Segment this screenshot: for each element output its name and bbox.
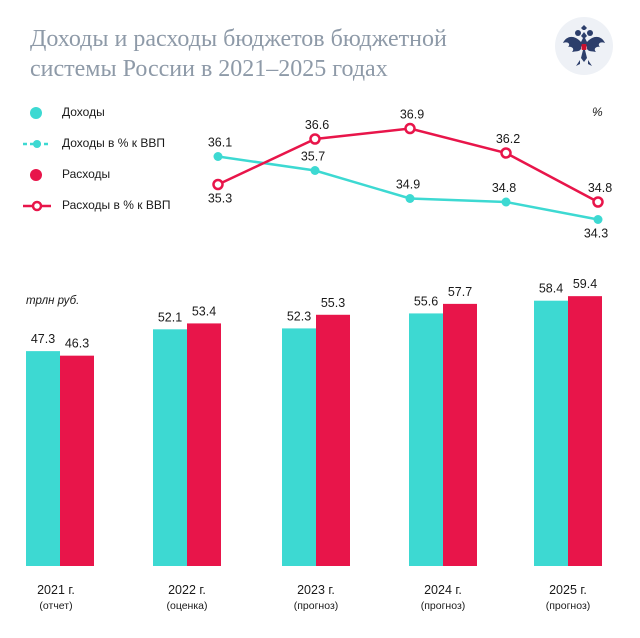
legend-line-ring-icon <box>23 200 51 212</box>
legend-label: Расходы в % к ВВП <box>62 198 171 212</box>
bar-expenses <box>316 314 350 566</box>
bar-revenue <box>282 328 316 566</box>
x-category-label: 2024 г. <box>424 583 462 597</box>
revenue-gdp-value-label: 35.7 <box>301 150 325 164</box>
bar-revenue <box>534 300 568 566</box>
bar-expenses-value-label: 53.4 <box>192 304 216 318</box>
budget-bar-chart: трлн руб. 47.3 46.3 2021 г. (отчет) 52.1 53.4 2… <box>26 277 602 612</box>
revenue-gdp-point <box>213 152 223 161</box>
legend-item-expenses-gdp: Расходы в % к ВВП <box>22 195 212 217</box>
legend-circle-icon <box>30 107 42 119</box>
x-category-sublabel: (прогноз) <box>546 600 591 612</box>
bar-expenses-value-label: 55.3 <box>321 296 345 310</box>
revenue-gdp-value-label: 34.8 <box>492 181 516 195</box>
chart-title: Доходы и расходы бюджетов бюджетной сист… <box>30 26 447 82</box>
bar-unit-label: трлн руб. <box>26 295 79 307</box>
x-category-sublabel: (прогноз) <box>294 600 339 612</box>
x-category-label: 2025 г. <box>549 583 587 597</box>
line-unit-label: % <box>592 105 603 119</box>
revenue-gdp-value-label: 36.1 <box>208 136 232 150</box>
bar-revenue <box>409 313 443 566</box>
expenses-gdp-point <box>404 122 416 135</box>
bar-revenue-value-label: 52.3 <box>287 309 311 323</box>
x-category-label: 2023 г. <box>297 583 335 597</box>
expenses-gdp-value-label: 35.3 <box>208 192 232 206</box>
revenue-gdp-point <box>405 194 415 203</box>
coat-of-arms-icon <box>555 17 613 75</box>
x-category-label: 2022 г. <box>168 583 206 597</box>
legend-circle-icon <box>30 169 42 181</box>
gdp-share-line-chart: % 36.1 35.7 34.9 34.8 34.3 35.3 36.6 36.9 36.2 34.… <box>208 105 612 241</box>
bar-expenses <box>443 303 477 566</box>
bar-revenue-value-label: 47.3 <box>31 332 55 346</box>
legend-label: Доходы в % к ВВП <box>62 136 165 150</box>
expenses-gdp-point <box>309 133 321 145</box>
legend-item-expenses: Расходы <box>22 164 212 186</box>
bar-expenses-value-label: 57.7 <box>448 285 472 299</box>
expenses-gdp-point <box>500 147 512 159</box>
bar-revenue <box>153 329 187 566</box>
bar-revenue <box>26 351 60 566</box>
bar-revenue-value-label: 52.1 <box>158 310 182 324</box>
legend-dashed-line-icon <box>23 140 51 148</box>
legend-item-revenue-gdp: Доходы в % к ВВП <box>22 133 212 155</box>
revenue-gdp-point <box>593 215 603 224</box>
expenses-gdp-value-label: 36.6 <box>305 118 329 132</box>
revenue-gdp-value-label: 34.3 <box>584 227 608 241</box>
bar-expenses <box>60 355 94 566</box>
legend-item-revenue: Доходы <box>22 102 212 124</box>
expenses-gdp-point <box>212 178 224 191</box>
expenses-gdp-value-label: 36.9 <box>400 108 424 122</box>
expenses-gdp-value-label: 34.8 <box>588 181 612 195</box>
bar-revenue-value-label: 58.4 <box>539 282 563 296</box>
x-category-label: 2021 г. <box>37 583 75 597</box>
bar-expenses-value-label: 59.4 <box>573 277 597 291</box>
x-category-sublabel: (прогноз) <box>421 600 466 612</box>
legend-label: Расходы <box>62 167 111 181</box>
x-category-sublabel: (отчет) <box>39 600 72 612</box>
revenue-gdp-point <box>501 197 511 207</box>
expenses-gdp-value-label: 36.2 <box>496 132 520 146</box>
expenses-gdp-point <box>592 196 604 208</box>
bar-expenses <box>187 323 221 566</box>
revenue-gdp-point <box>310 166 320 175</box>
x-category-sublabel: (оценка) <box>166 600 207 612</box>
bar-expenses <box>568 296 602 566</box>
bar-revenue-value-label: 55.6 <box>414 294 438 308</box>
legend-label: Доходы <box>62 105 105 119</box>
revenue-gdp-value-label: 34.9 <box>396 178 420 192</box>
bar-expenses-value-label: 46.3 <box>65 337 89 351</box>
